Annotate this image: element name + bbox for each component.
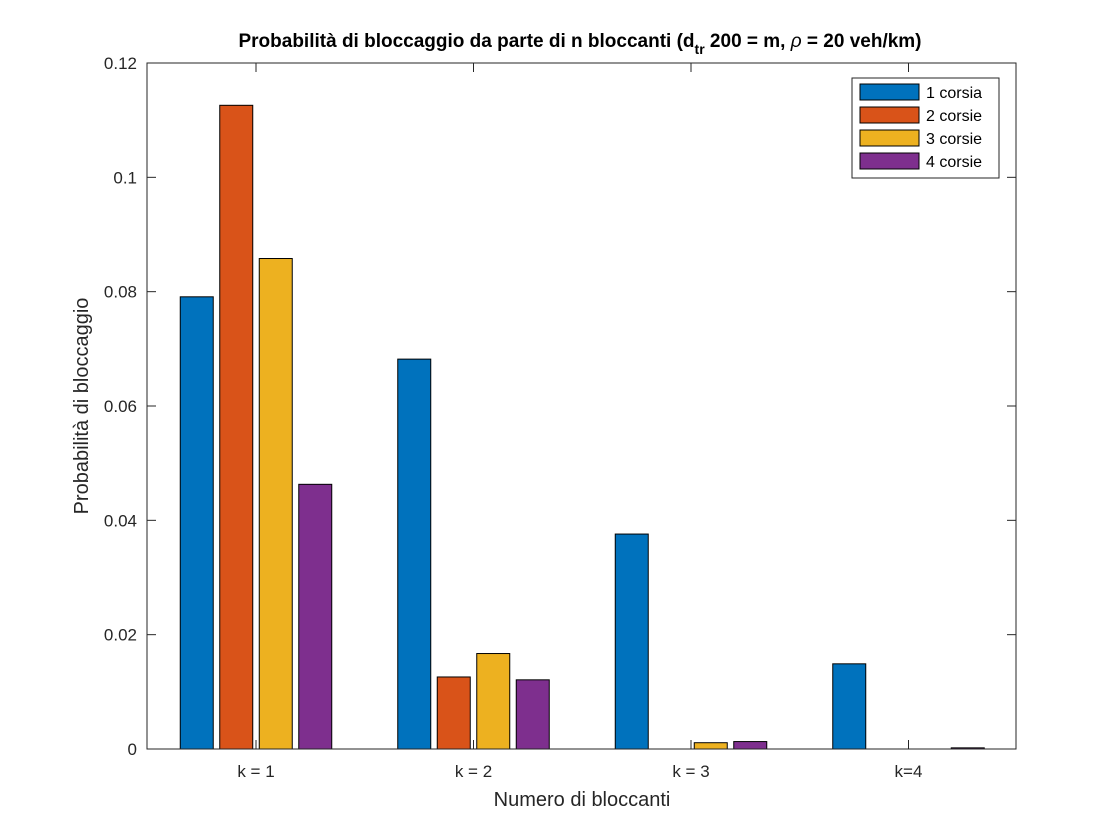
- bar: [298, 483, 333, 750]
- y-tick-label: 0: [128, 740, 137, 759]
- bar: [219, 104, 254, 750]
- y-tick-label: 0.1: [113, 168, 137, 187]
- bar: [614, 533, 649, 750]
- legend-swatch: [859, 83, 920, 101]
- bar: [179, 296, 214, 750]
- y-axis: 0 0.02 0.04 0.06 0.08 0.1 0.12: [104, 54, 1016, 759]
- legend-label: 3 corsie: [926, 131, 982, 148]
- legend-swatch: [859, 106, 920, 124]
- legend-swatch: [859, 152, 920, 170]
- bar: [436, 676, 471, 750]
- x-axis: k = 1 k = 2 k = 3 k=4: [237, 63, 922, 781]
- legend-label: 4 corsie: [926, 154, 982, 171]
- legend-label: 2 corsie: [926, 108, 982, 125]
- bar: [258, 258, 293, 750]
- y-tick-label: 0.06: [104, 397, 137, 416]
- bar: [515, 679, 550, 750]
- chart-title: Probabilità di bloccaggio da parte di n …: [238, 31, 921, 57]
- y-tick-label: 0.04: [104, 511, 137, 530]
- bar: [397, 358, 432, 750]
- legend-swatch: [859, 129, 920, 147]
- bars: [179, 104, 985, 750]
- y-tick-label: 0.02: [104, 626, 137, 645]
- y-tick-label: 0.08: [104, 283, 137, 302]
- x-axis-label: Numero di bloccanti: [494, 789, 671, 811]
- x-tick-label: k = 3: [672, 762, 709, 781]
- bar: [693, 742, 728, 750]
- bar: [832, 663, 867, 750]
- x-tick-label: k = 2: [455, 762, 492, 781]
- x-tick-label: k=4: [895, 762, 923, 781]
- y-axis-label: Probabilità di bloccaggio: [71, 298, 93, 515]
- bar: [476, 653, 511, 750]
- legend-label: 1 corsia: [926, 85, 982, 102]
- x-tick-label: k = 1: [237, 762, 274, 781]
- bar: [733, 741, 768, 750]
- legend: 1 corsia 2 corsie 3 corsie 4 corsie: [851, 77, 1000, 179]
- y-tick-label: 0.12: [104, 54, 137, 73]
- plot-frame: [146, 62, 1017, 750]
